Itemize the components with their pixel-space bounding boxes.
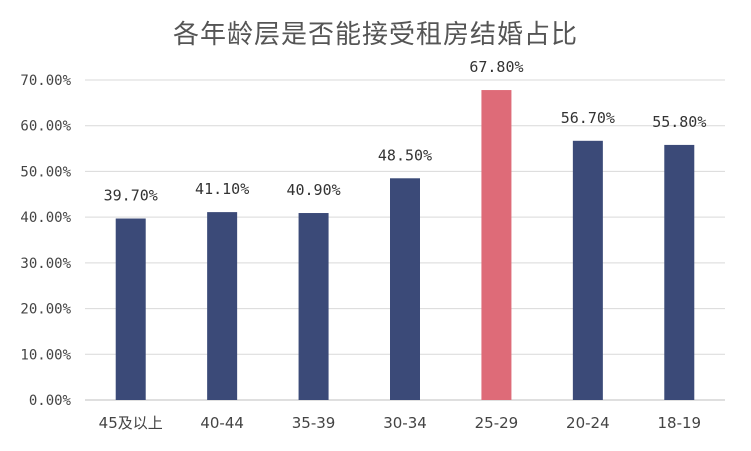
chart-title: 各年龄层是否能接受租房结婚占比: [172, 20, 578, 50]
y-tick-label: 50.00%: [20, 164, 71, 180]
bar: [664, 144, 695, 400]
y-axis-ticks: 0.00% 10.00% 20.00% 30.00% 40.00% 50.00% 60.00…: [20, 73, 71, 409]
y-tick-label: 40.00%: [20, 210, 71, 226]
x-category-label: 18-19: [657, 414, 701, 432]
data-label: 39.70%: [104, 187, 158, 205]
x-axis-categories: 45及以上 40-44 35-39 30-34 25-29 20-24 18-19: [99, 414, 701, 432]
bar: [572, 140, 603, 401]
y-tick-label: 20.00%: [20, 302, 71, 318]
bar-highlighted: [481, 90, 512, 401]
x-category-label: 20-24: [566, 414, 610, 432]
bar: [390, 178, 420, 400]
data-labels: 39.70% 41.10% 40.90% 48.50% 67.80% 56.70% 55.8…: [104, 58, 707, 204]
data-label: 67.80%: [469, 58, 523, 76]
x-category-label: 45及以上: [99, 414, 163, 432]
bar: [207, 212, 238, 400]
x-category-label: 25-29: [475, 414, 519, 432]
y-tick-label: 0.00%: [29, 393, 72, 409]
data-label: 40.90%: [286, 181, 340, 199]
data-label: 55.80%: [652, 113, 706, 131]
x-category-label: 30-34: [383, 414, 427, 432]
data-label: 48.50%: [378, 146, 432, 164]
data-label: 41.10%: [195, 180, 249, 198]
y-tick-label: 10.00%: [20, 347, 71, 363]
y-tick-label: 60.00%: [20, 119, 71, 135]
y-tick-label: 70.00%: [20, 73, 71, 89]
x-category-label: 35-39: [292, 414, 336, 432]
x-category-label: 40-44: [200, 414, 244, 432]
bar: [115, 218, 146, 400]
bars: [115, 90, 695, 401]
data-label: 56.70%: [561, 109, 615, 127]
y-tick-label: 30.00%: [20, 256, 71, 272]
bar: [298, 213, 329, 400]
